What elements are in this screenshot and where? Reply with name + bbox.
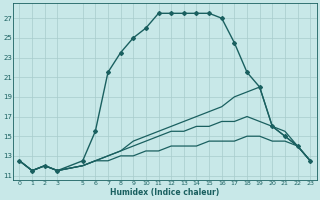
X-axis label: Humidex (Indice chaleur): Humidex (Indice chaleur) [110,188,220,197]
